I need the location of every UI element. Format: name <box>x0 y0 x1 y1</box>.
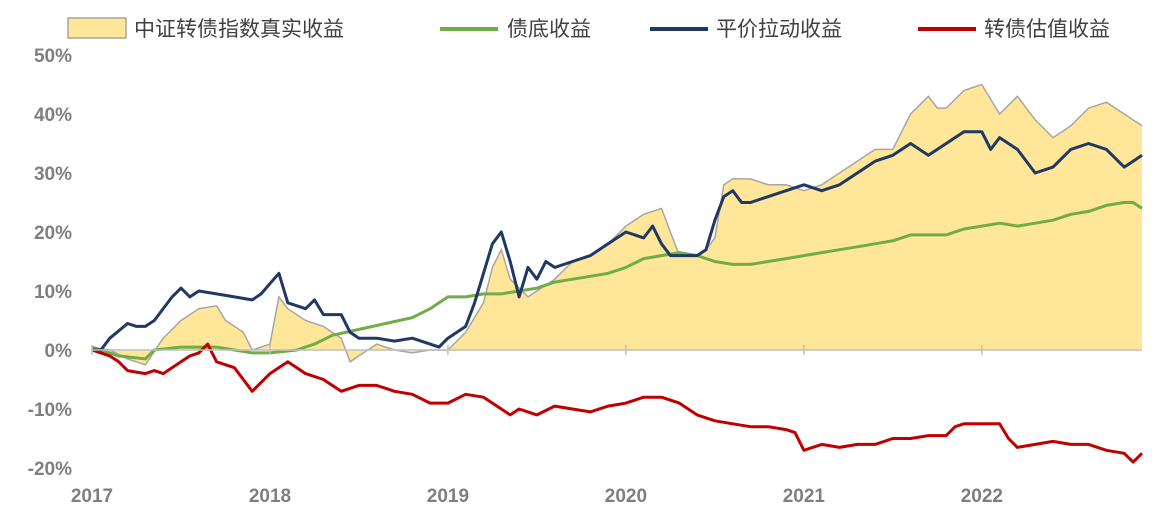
legend: 中证转债指数真实收益 债底收益 平价拉动收益 转债估值收益 <box>67 17 1110 41</box>
legend-label-valuation: 转债估值收益 <box>984 17 1110 41</box>
y-tick-label: 20% <box>34 223 72 244</box>
x-tick-label: 2018 <box>249 486 291 507</box>
x-axis: 2017 2018 2019 2020 2021 2022 <box>71 345 1142 507</box>
x-tick-label: 2017 <box>71 486 113 507</box>
y-axis: 50% 40% 30% 20% 10% 0% -10% -20% <box>28 46 72 480</box>
x-tick-label: 2019 <box>427 486 469 507</box>
legend-label-parity: 平价拉动收益 <box>716 17 842 41</box>
x-tick-label: 2020 <box>605 486 647 507</box>
series-line-valuation <box>91 342 1144 464</box>
y-tick-label: -20% <box>28 459 72 480</box>
series-area-real-return <box>92 84 1142 365</box>
legend-swatch-real-return <box>67 17 127 39</box>
y-tick-label: 50% <box>34 46 72 67</box>
y-tick-label: 0% <box>45 341 73 362</box>
legend-label-real-return: 中证转债指数真实收益 <box>134 17 344 41</box>
plot-area <box>91 83 1144 464</box>
series-line-parity <box>92 130 1143 352</box>
x-tick-label: 2021 <box>783 486 826 507</box>
y-tick-label: 10% <box>34 282 72 303</box>
series-line-bond-floor <box>91 201 1143 361</box>
y-tick-label: -10% <box>28 400 72 421</box>
y-tick-label: 40% <box>34 105 72 126</box>
x-tick-label: 2022 <box>961 486 1003 507</box>
legend-label-bond-floor: 债底收益 <box>507 17 591 41</box>
y-tick-label: 30% <box>34 164 72 185</box>
